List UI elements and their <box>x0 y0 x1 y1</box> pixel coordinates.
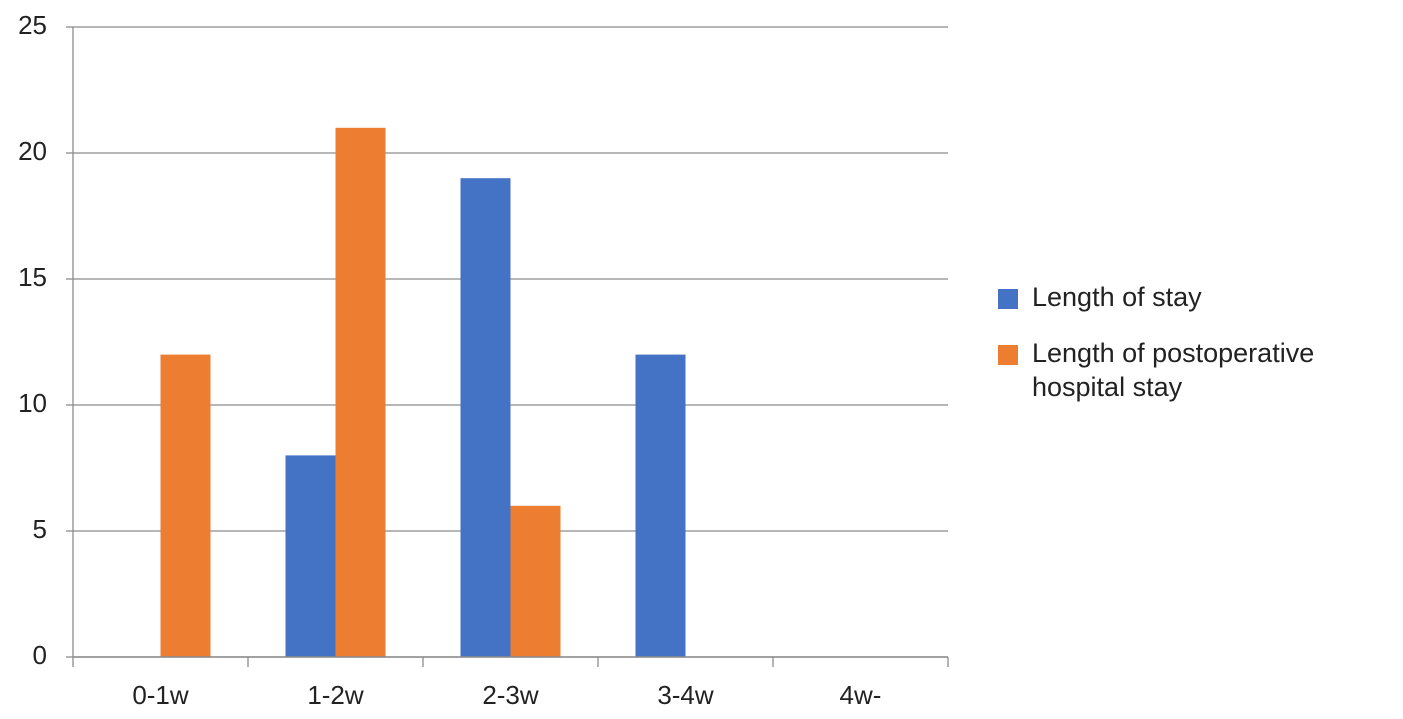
y-tick-label: 5 <box>33 514 47 544</box>
bar <box>285 455 336 657</box>
legend-label: Length of stay <box>1032 282 1202 312</box>
legend-swatch <box>998 345 1018 365</box>
bar <box>335 127 386 658</box>
x-tick-label: 2-3w <box>482 680 539 710</box>
legend-item: Length of stay <box>998 280 1398 314</box>
legend-label: Length of postoperative hospital stay <box>1032 338 1315 402</box>
y-tick-label: 15 <box>18 262 47 292</box>
y-tick-label: 20 <box>18 136 47 166</box>
y-tick-label: 0 <box>33 640 47 670</box>
bar <box>635 354 686 657</box>
bar <box>510 505 561 657</box>
bar <box>160 354 211 657</box>
y-tick-label: 10 <box>18 388 47 418</box>
legend-item: Length of postoperative hospital stay <box>998 336 1398 404</box>
bar <box>460 178 511 657</box>
legend: Length of stay Length of postoperative ho… <box>998 280 1398 426</box>
legend-swatch <box>998 289 1018 309</box>
y-tick-label: 25 <box>18 10 47 40</box>
x-tick-label: 0-1w <box>132 680 189 710</box>
x-tick-label: 1-2w <box>307 680 364 710</box>
x-tick-label: 4w- <box>840 680 882 710</box>
x-tick-label: 3-4w <box>657 680 714 710</box>
